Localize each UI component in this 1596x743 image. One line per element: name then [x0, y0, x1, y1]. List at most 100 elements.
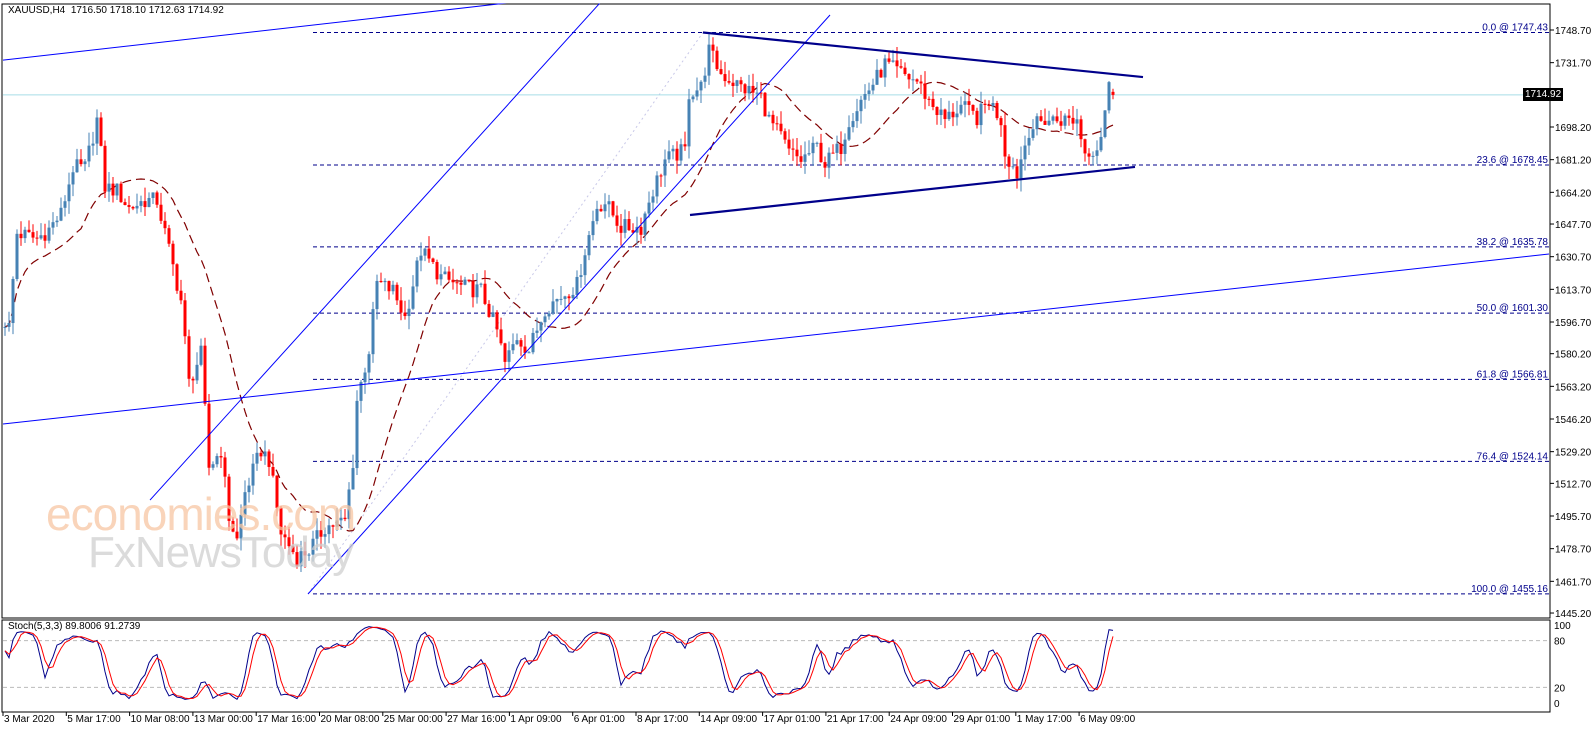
candle — [467, 279, 471, 283]
candle-body — [971, 104, 975, 111]
candle — [595, 200, 599, 225]
candle — [63, 195, 67, 217]
candle-body — [831, 152, 835, 154]
candle — [1075, 108, 1079, 136]
candle — [707, 34, 711, 85]
candle-body — [939, 109, 943, 116]
candle-body — [275, 475, 279, 508]
candle-body — [407, 308, 411, 317]
candle-body — [7, 323, 11, 327]
candle-body — [459, 282, 463, 285]
candle — [435, 259, 439, 285]
candle — [1043, 108, 1047, 125]
candle — [99, 112, 103, 147]
candle-body — [291, 546, 295, 553]
candle-body — [323, 534, 327, 537]
candle-body — [1075, 119, 1079, 124]
candle-body — [747, 85, 751, 94]
candle — [1095, 140, 1099, 165]
candle-body — [195, 364, 199, 381]
candle-body — [315, 530, 319, 539]
candle — [727, 70, 731, 85]
candle-body — [67, 184, 71, 202]
candle — [1063, 113, 1067, 130]
candle-body — [383, 280, 387, 283]
candle-body — [707, 44, 711, 76]
axis-mask — [1550, 0, 1596, 618]
time-tick-label: 17 Apr 01:00 — [764, 714, 821, 725]
candle-body — [127, 205, 131, 207]
candle-body — [755, 92, 759, 94]
candle-body — [1051, 116, 1055, 121]
candle-body — [247, 485, 251, 493]
candle-body — [99, 117, 103, 146]
candle — [535, 317, 539, 339]
candle-body — [483, 283, 487, 304]
candle-body — [675, 148, 679, 161]
candle-body — [555, 298, 559, 302]
candle — [83, 159, 87, 172]
candle-body — [703, 75, 707, 82]
stoch-main-value: 89.8006 — [65, 621, 102, 632]
candle-body — [751, 85, 755, 93]
candle — [711, 37, 715, 63]
candle — [15, 229, 19, 282]
candle — [303, 541, 307, 568]
candle — [1039, 109, 1043, 122]
candle — [759, 82, 763, 99]
candle-body — [955, 113, 959, 118]
candle — [175, 263, 179, 294]
candle-body — [731, 82, 735, 86]
candle — [555, 298, 559, 314]
triangle-upper-line[interactable] — [702, 31, 1144, 79]
candle-body — [975, 110, 979, 126]
upper-parallel-line[interactable] — [2, 2, 509, 61]
candle — [299, 540, 303, 573]
candle-body — [1063, 115, 1067, 126]
candle — [127, 195, 131, 214]
time-tick-label: 8 Apr 17:00 — [637, 714, 689, 725]
candle-body — [347, 489, 351, 520]
candle — [503, 342, 507, 373]
candle — [715, 46, 719, 71]
candle — [795, 137, 799, 166]
candle-body — [63, 201, 67, 208]
candle — [699, 80, 703, 103]
candle — [227, 473, 231, 531]
candle-body — [503, 343, 507, 362]
candle — [23, 226, 27, 243]
candle-body — [251, 463, 255, 486]
candle-body — [267, 451, 271, 467]
candle-body — [651, 196, 655, 203]
candle-body — [363, 372, 367, 383]
open-value: 1716.50 — [70, 5, 107, 16]
candle-body — [759, 92, 763, 94]
candle — [979, 91, 983, 135]
channel-upper-line[interactable] — [149, 2, 601, 501]
candle-body — [287, 537, 291, 547]
candle-body — [1055, 116, 1059, 122]
candle — [587, 231, 591, 261]
long-support-line[interactable] — [2, 253, 1550, 425]
fib-level-label: 76.4 @ 1524.14 — [1477, 451, 1549, 462]
candle — [47, 220, 51, 244]
candle — [1003, 111, 1007, 169]
candle — [243, 480, 247, 526]
candle — [651, 189, 655, 211]
triangle-lower-line[interactable] — [689, 165, 1136, 217]
candle — [683, 131, 687, 151]
candle-body — [715, 50, 719, 70]
channel-lower-line[interactable] — [307, 14, 831, 595]
candle-body — [3, 326, 7, 328]
candle — [295, 545, 299, 569]
price-tick-label: 1596.70 — [1555, 318, 1592, 329]
candle — [203, 337, 207, 406]
candle — [843, 133, 847, 162]
candle-body — [255, 452, 259, 464]
candle-body — [1095, 150, 1099, 156]
candle — [135, 193, 139, 214]
candle-body — [923, 83, 927, 99]
candle — [747, 74, 751, 100]
candle — [1027, 128, 1031, 156]
